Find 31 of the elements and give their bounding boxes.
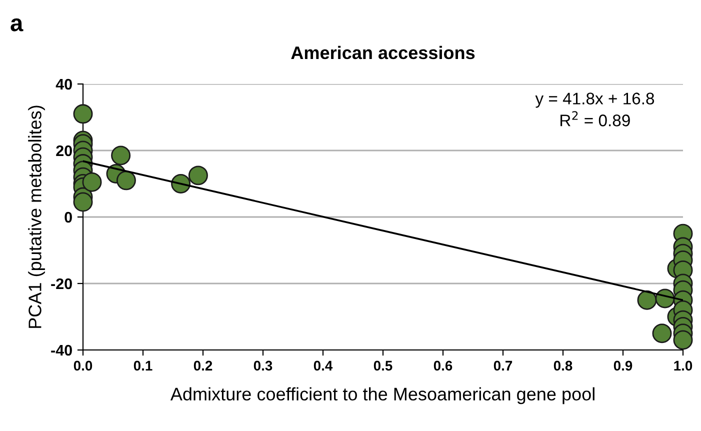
- x-tick-label: 0.3: [254, 360, 272, 371]
- point: [637, 290, 657, 310]
- y-tick-label: 20: [56, 145, 72, 156]
- x-tick-label: 0.8: [554, 360, 572, 371]
- point: [73, 104, 93, 124]
- annotation: R$^{2}$ = 0.89: [560, 111, 630, 126]
- point: [73, 192, 93, 212]
- chart-title: American accessions: [291, 46, 475, 60]
- point: [188, 166, 208, 186]
- y-tick-label: 0: [64, 212, 72, 223]
- x-tick-label: 0.0: [74, 360, 92, 371]
- point: [111, 146, 131, 166]
- x-tick-label: 0.2: [194, 360, 212, 371]
- x-tick-label: 0.1: [134, 360, 152, 371]
- annotation: y = 41.8x + 16.8: [535, 92, 654, 108]
- text: a: [10, 18, 24, 32]
- x-tick-label: 0.6: [434, 360, 452, 371]
- point: [116, 170, 136, 190]
- x-axis-title: Admixture coefficient to the Mesoamerican gene pool: [170, 387, 594, 404]
- x-tick-label: 0.5: [374, 360, 392, 371]
- point: [82, 172, 102, 192]
- point: [652, 324, 672, 344]
- y-axis-title: PCA1 (putative metabolites): [28, 106, 45, 328]
- point: [673, 330, 693, 350]
- x-tick-label: 0.4: [314, 360, 333, 371]
- x-tick-label: 1.0: [674, 360, 692, 371]
- x-tick-label: 0.7: [494, 360, 512, 371]
- y-tick-label: -40: [51, 344, 72, 356]
- x-tick-label: 0.9: [614, 360, 632, 371]
- y-tick-label: -20: [51, 278, 72, 290]
- y-tick-label: 40: [56, 78, 72, 90]
